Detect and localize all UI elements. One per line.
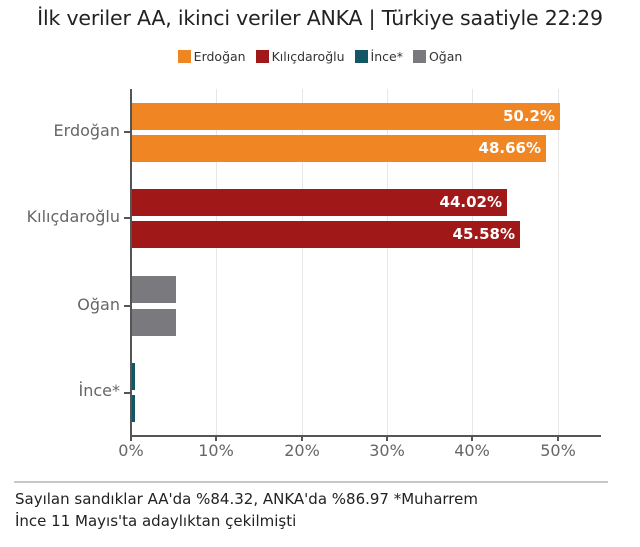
y-tick: [124, 392, 131, 394]
bar-kilicdaroglu-aa: 44.02%: [131, 189, 507, 216]
bar-value-label: 48.66%: [478, 139, 541, 157]
legend-item-kilicdaroglu: Kılıçdaroğlu: [255, 49, 345, 64]
chart-subtitle: İlk veriler AA, ikinci veriler ANKA | Tü…: [37, 6, 603, 30]
gridline: [472, 89, 473, 435]
footer-divider: [14, 481, 608, 483]
bar-ogan-aa: [131, 276, 176, 303]
plot-area: 50.2% 48.66% 44.02% 45.58% Erdoğan Kılıç…: [26, 89, 601, 460]
bar-erdogan-anka: 48.66%: [131, 135, 546, 162]
bar-ogan-anka: [131, 309, 176, 336]
y-label-ogan: Oğan: [77, 295, 120, 314]
legend-item-ince: İnce*: [354, 49, 403, 64]
legend-swatch-ogan: [412, 50, 426, 63]
x-tick: [301, 436, 303, 441]
bar-value-label: 45.58%: [452, 225, 515, 243]
gridline: [216, 89, 217, 435]
legend-item-ogan: Oğan: [412, 49, 463, 64]
x-axis: [130, 435, 601, 437]
y-label-erdogan: Erdoğan: [53, 121, 120, 140]
x-tick-label: 50%: [540, 441, 576, 460]
legend-swatch-kilicdaroglu: [255, 50, 269, 63]
footnote: Sayılan sandıklar AA'da %84.32, ANKA'da …: [15, 488, 615, 532]
y-label-kilicdaroglu: Kılıçdaroğlu: [26, 207, 120, 226]
footnote-line-2: İnce 11 Mayıs'ta adaylıktan çekilmişti: [15, 512, 297, 530]
legend-label: Kılıçdaroğlu: [271, 49, 345, 64]
x-tick: [557, 436, 559, 441]
y-tick: [124, 305, 131, 307]
y-axis: [130, 89, 132, 436]
legend-label: İnce*: [370, 49, 403, 64]
legend-item-erdogan: Erdoğan: [177, 49, 246, 64]
bar-value-label: 50.2%: [502, 107, 555, 125]
footnote-line-1: Sayılan sandıklar AA'da %84.32, ANKA'da …: [15, 490, 478, 508]
x-tick: [471, 436, 473, 441]
gridline: [387, 89, 388, 435]
gridline: [302, 89, 303, 435]
bar-erdogan-aa: 50.2%: [131, 103, 560, 130]
x-tick-label: 10%: [198, 441, 234, 460]
y-tick: [124, 131, 131, 133]
bar-ince-anka: [131, 395, 135, 422]
legend: Erdoğan Kılıçdaroğlu İnce* Oğan: [0, 49, 640, 64]
bar-ince-aa: [131, 363, 135, 390]
legend-label: Erdoğan: [193, 49, 246, 64]
x-tick-label: 30%: [369, 441, 405, 460]
legend-swatch-erdogan: [177, 50, 191, 63]
x-tick-label: 40%: [454, 441, 490, 460]
y-label-ince: İnce*: [78, 381, 121, 400]
x-tick: [386, 436, 388, 441]
gridline: [558, 89, 559, 435]
bar-kilicdaroglu-anka: 45.58%: [131, 221, 520, 248]
x-tick-label: 0%: [118, 441, 144, 460]
x-tick-label: 20%: [284, 441, 320, 460]
legend-label: Oğan: [428, 49, 463, 64]
y-tick: [124, 217, 131, 219]
bar-value-label: 44.02%: [439, 193, 502, 211]
x-tick: [215, 436, 217, 441]
x-tick: [130, 436, 132, 441]
legend-swatch-ince: [354, 50, 368, 63]
